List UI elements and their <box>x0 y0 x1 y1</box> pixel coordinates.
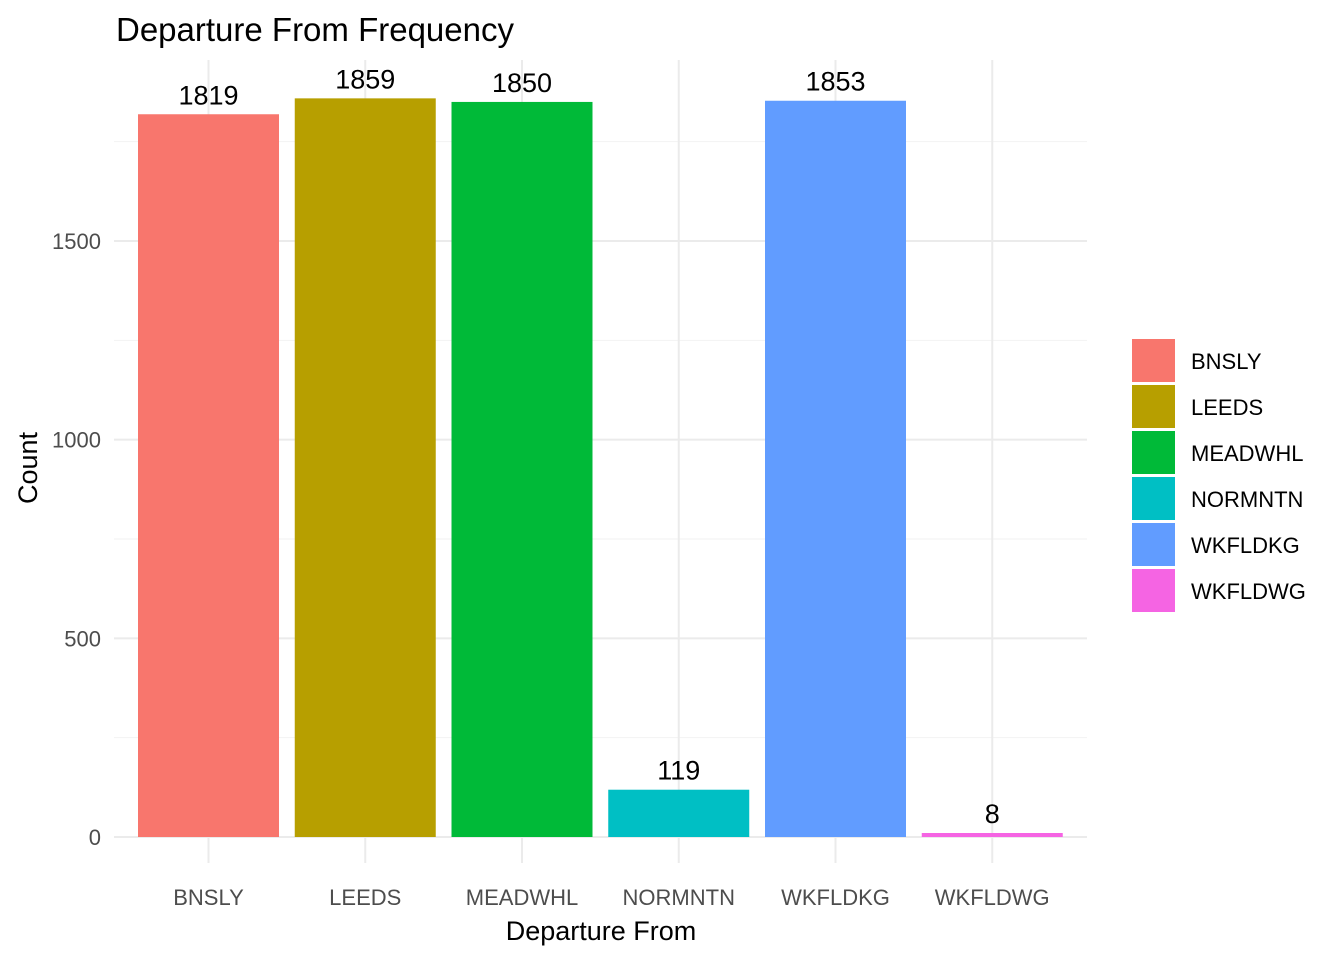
y-tick-label: 500 <box>64 626 101 651</box>
legend-label: NORMNTN <box>1191 487 1303 512</box>
chart-title: Departure From Frequency <box>116 11 514 48</box>
y-axis-title: Count <box>13 431 43 504</box>
data-label: 8 <box>985 799 1000 829</box>
legend-label: WKFLDWG <box>1191 579 1306 604</box>
x-axis-title: Departure From <box>506 916 697 946</box>
data-label: 1853 <box>805 67 865 97</box>
x-tick-label: MEADWHL <box>466 885 578 910</box>
bar-bnsly <box>138 114 279 837</box>
legend-key-meadwhl <box>1132 431 1175 474</box>
x-axis-ticks: BNSLY LEEDS MEADWHL NORMNTN WKFLDKG WKFLDWG <box>173 885 1049 910</box>
x-tick-label: WKFLDKG <box>781 885 890 910</box>
legend-key-bnsly <box>1132 339 1175 382</box>
bar-wkfldkg <box>765 100 906 837</box>
legend-key-wkfldkg <box>1132 523 1175 566</box>
legend-label: MEADWHL <box>1191 441 1303 466</box>
legend-label: WKFLDKG <box>1191 533 1300 558</box>
bar-wkfldwg <box>921 833 1063 837</box>
x-tick-label: WKFLDWG <box>935 885 1050 910</box>
bar-normntn <box>608 789 750 837</box>
x-tick-label: NORMNTN <box>623 885 735 910</box>
y-tick-label: 0 <box>89 825 101 850</box>
x-tick-label: BNSLY <box>173 885 244 910</box>
bar-meadwhl <box>451 101 593 837</box>
data-label: 1859 <box>335 64 395 94</box>
y-tick-label: 1000 <box>52 428 101 453</box>
legend-label: BNSLY <box>1191 349 1262 374</box>
legend-key-normntn <box>1132 477 1175 520</box>
legend-label: LEEDS <box>1191 395 1263 420</box>
data-label: 1819 <box>178 80 238 110</box>
legend-key-leeds <box>1132 385 1175 428</box>
bars <box>138 98 1063 838</box>
data-labels: 1819 1859 1850 119 1853 8 <box>178 64 999 829</box>
legend-key-wkfldwg <box>1132 569 1175 612</box>
data-label: 119 <box>657 756 700 786</box>
x-tick-label: LEEDS <box>329 885 401 910</box>
data-label: 1850 <box>492 68 552 98</box>
y-tick-label: 1500 <box>52 229 101 254</box>
legend: BNSLY LEEDS MEADWHL NORMNTN WKFLDKG WKFLDWG <box>1132 339 1306 612</box>
bar-leeds <box>294 98 436 838</box>
y-axis-ticks: 0 500 1000 1500 <box>52 229 101 850</box>
